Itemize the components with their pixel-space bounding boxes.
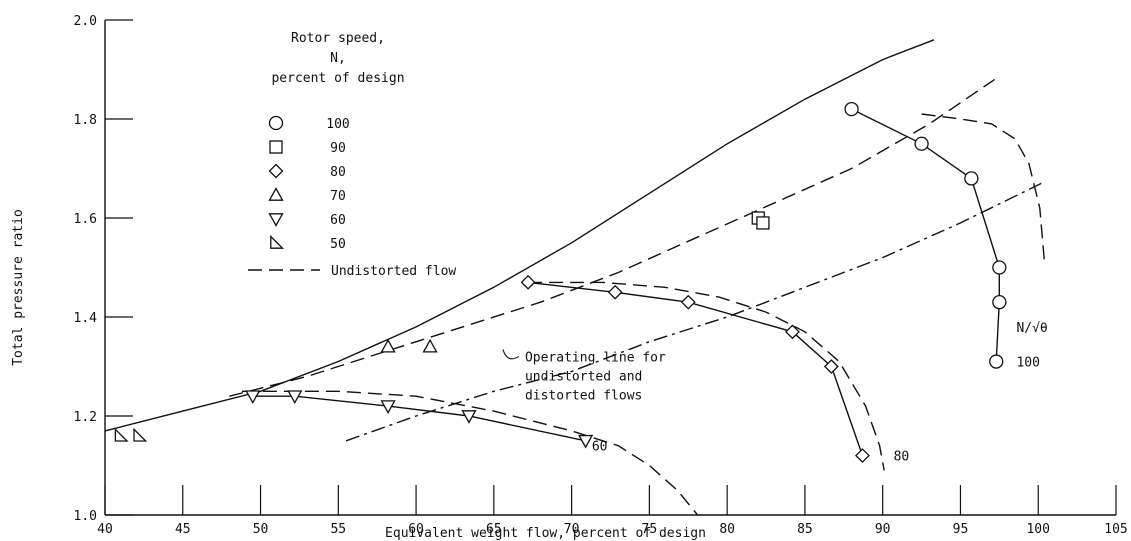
annotation-text: Operating line for [525,350,666,365]
circle-marker [992,294,1007,310]
legend-entry-label: 60 [330,213,346,228]
x-tick-label: 40 [97,522,113,537]
y-tick-label: 1.8 [74,113,97,128]
circle-marker [844,101,859,117]
legend-entry-label: 70 [330,189,346,204]
diamond-series-line [528,281,864,456]
diamond-marker [268,163,284,179]
diamond-marker [855,448,870,464]
x-tick-label: 75 [642,522,658,537]
legend-entry-label: 100 [326,117,349,132]
dashed-curve [241,390,699,516]
curve-label: 100 [1016,356,1039,371]
y-tick-label: 1.0 [74,509,97,524]
x-tick-label: 70 [564,522,580,537]
legend-entry-label: 90 [330,141,346,156]
y-tick-label: 1.4 [74,311,98,326]
diamond-marker [823,359,839,374]
y-axis-label: Total pressure ratio [11,209,26,366]
dashed-curve [528,281,885,471]
triangle-up-marker [268,187,284,201]
x-tick-label: 85 [797,522,813,537]
legend-dashed-label: Undistorted flow [331,264,456,279]
y-tick-label: 2.0 [74,14,97,29]
legend: Rotor speed, N, percent of design 100 90 80 70… [248,31,456,279]
legend-title-line: Rotor speed, [291,31,385,46]
annotation-text: undistorted and [525,369,642,384]
triangle-down-marker [287,390,303,405]
x-tick-label: 65 [486,522,502,537]
axes: 40 45 50 55 60 65 70 75 80 85 90 95 100 105 1.0 1.2 1.4 1… [74,14,1128,537]
y-tick-label: 1.2 [74,410,97,425]
triangle-up-marker [422,338,438,353]
legend-title-line: percent of design [271,71,404,86]
x-tick-label: 105 [1104,522,1127,537]
triangle-down-marker [245,390,261,405]
x-tick-label: 60 [408,522,424,537]
dash-dot-curve [345,182,1042,442]
data-series [114,101,1007,464]
diamond-marker [607,284,623,300]
x-axis-label: Equivalent weight flow, percent of desig… [385,526,706,541]
legend-entry-label: 50 [330,237,346,252]
circle-marker [268,115,284,131]
triangle-down-marker [578,434,594,449]
triangle-down-marker [461,410,477,424]
diamond-marker [520,274,536,290]
dashed-curve [229,78,996,397]
circle-marker [914,136,929,151]
x-tick-label: 55 [330,522,346,537]
diamond-marker [785,324,800,340]
triangle-down-marker [268,213,284,227]
x-tick-label: 50 [253,522,269,537]
annotations: N/√θ 100 80 60 Operating line for undistorted… [502,321,1048,465]
x-tick-label: 100 [1026,522,1049,537]
annotation-text: distorted flows [525,388,642,403]
y-tick-label: 1.6 [74,212,97,227]
x-tick-label: 95 [953,522,969,537]
square-marker [756,216,770,230]
curve-label: 80 [894,450,910,465]
circle-series-line [851,108,1000,362]
square-marker [269,140,283,154]
dashed-curve [921,113,1046,263]
triangle-down-marker [380,400,396,414]
x-tick-label: 90 [875,522,891,537]
curve-label: 60 [592,440,608,455]
diamond-marker [680,294,696,310]
triangle-up-marker [380,338,396,353]
annotation-leader [502,349,520,360]
performance-curves [104,39,1046,516]
circle-marker [992,260,1007,275]
triangle-flag-marker [133,427,148,442]
curve-label: N/√θ [1016,321,1047,336]
legend-title-line: N, [330,51,346,66]
solid-curve [104,39,935,432]
triangle-flag-marker [270,234,285,249]
legend-entry-label: 80 [330,165,346,180]
triangle-flag-marker [114,427,129,442]
x-tick-label: 45 [175,522,191,537]
circle-marker [989,354,1004,369]
x-tick-label: 80 [719,522,735,537]
circle-marker [964,171,979,186]
